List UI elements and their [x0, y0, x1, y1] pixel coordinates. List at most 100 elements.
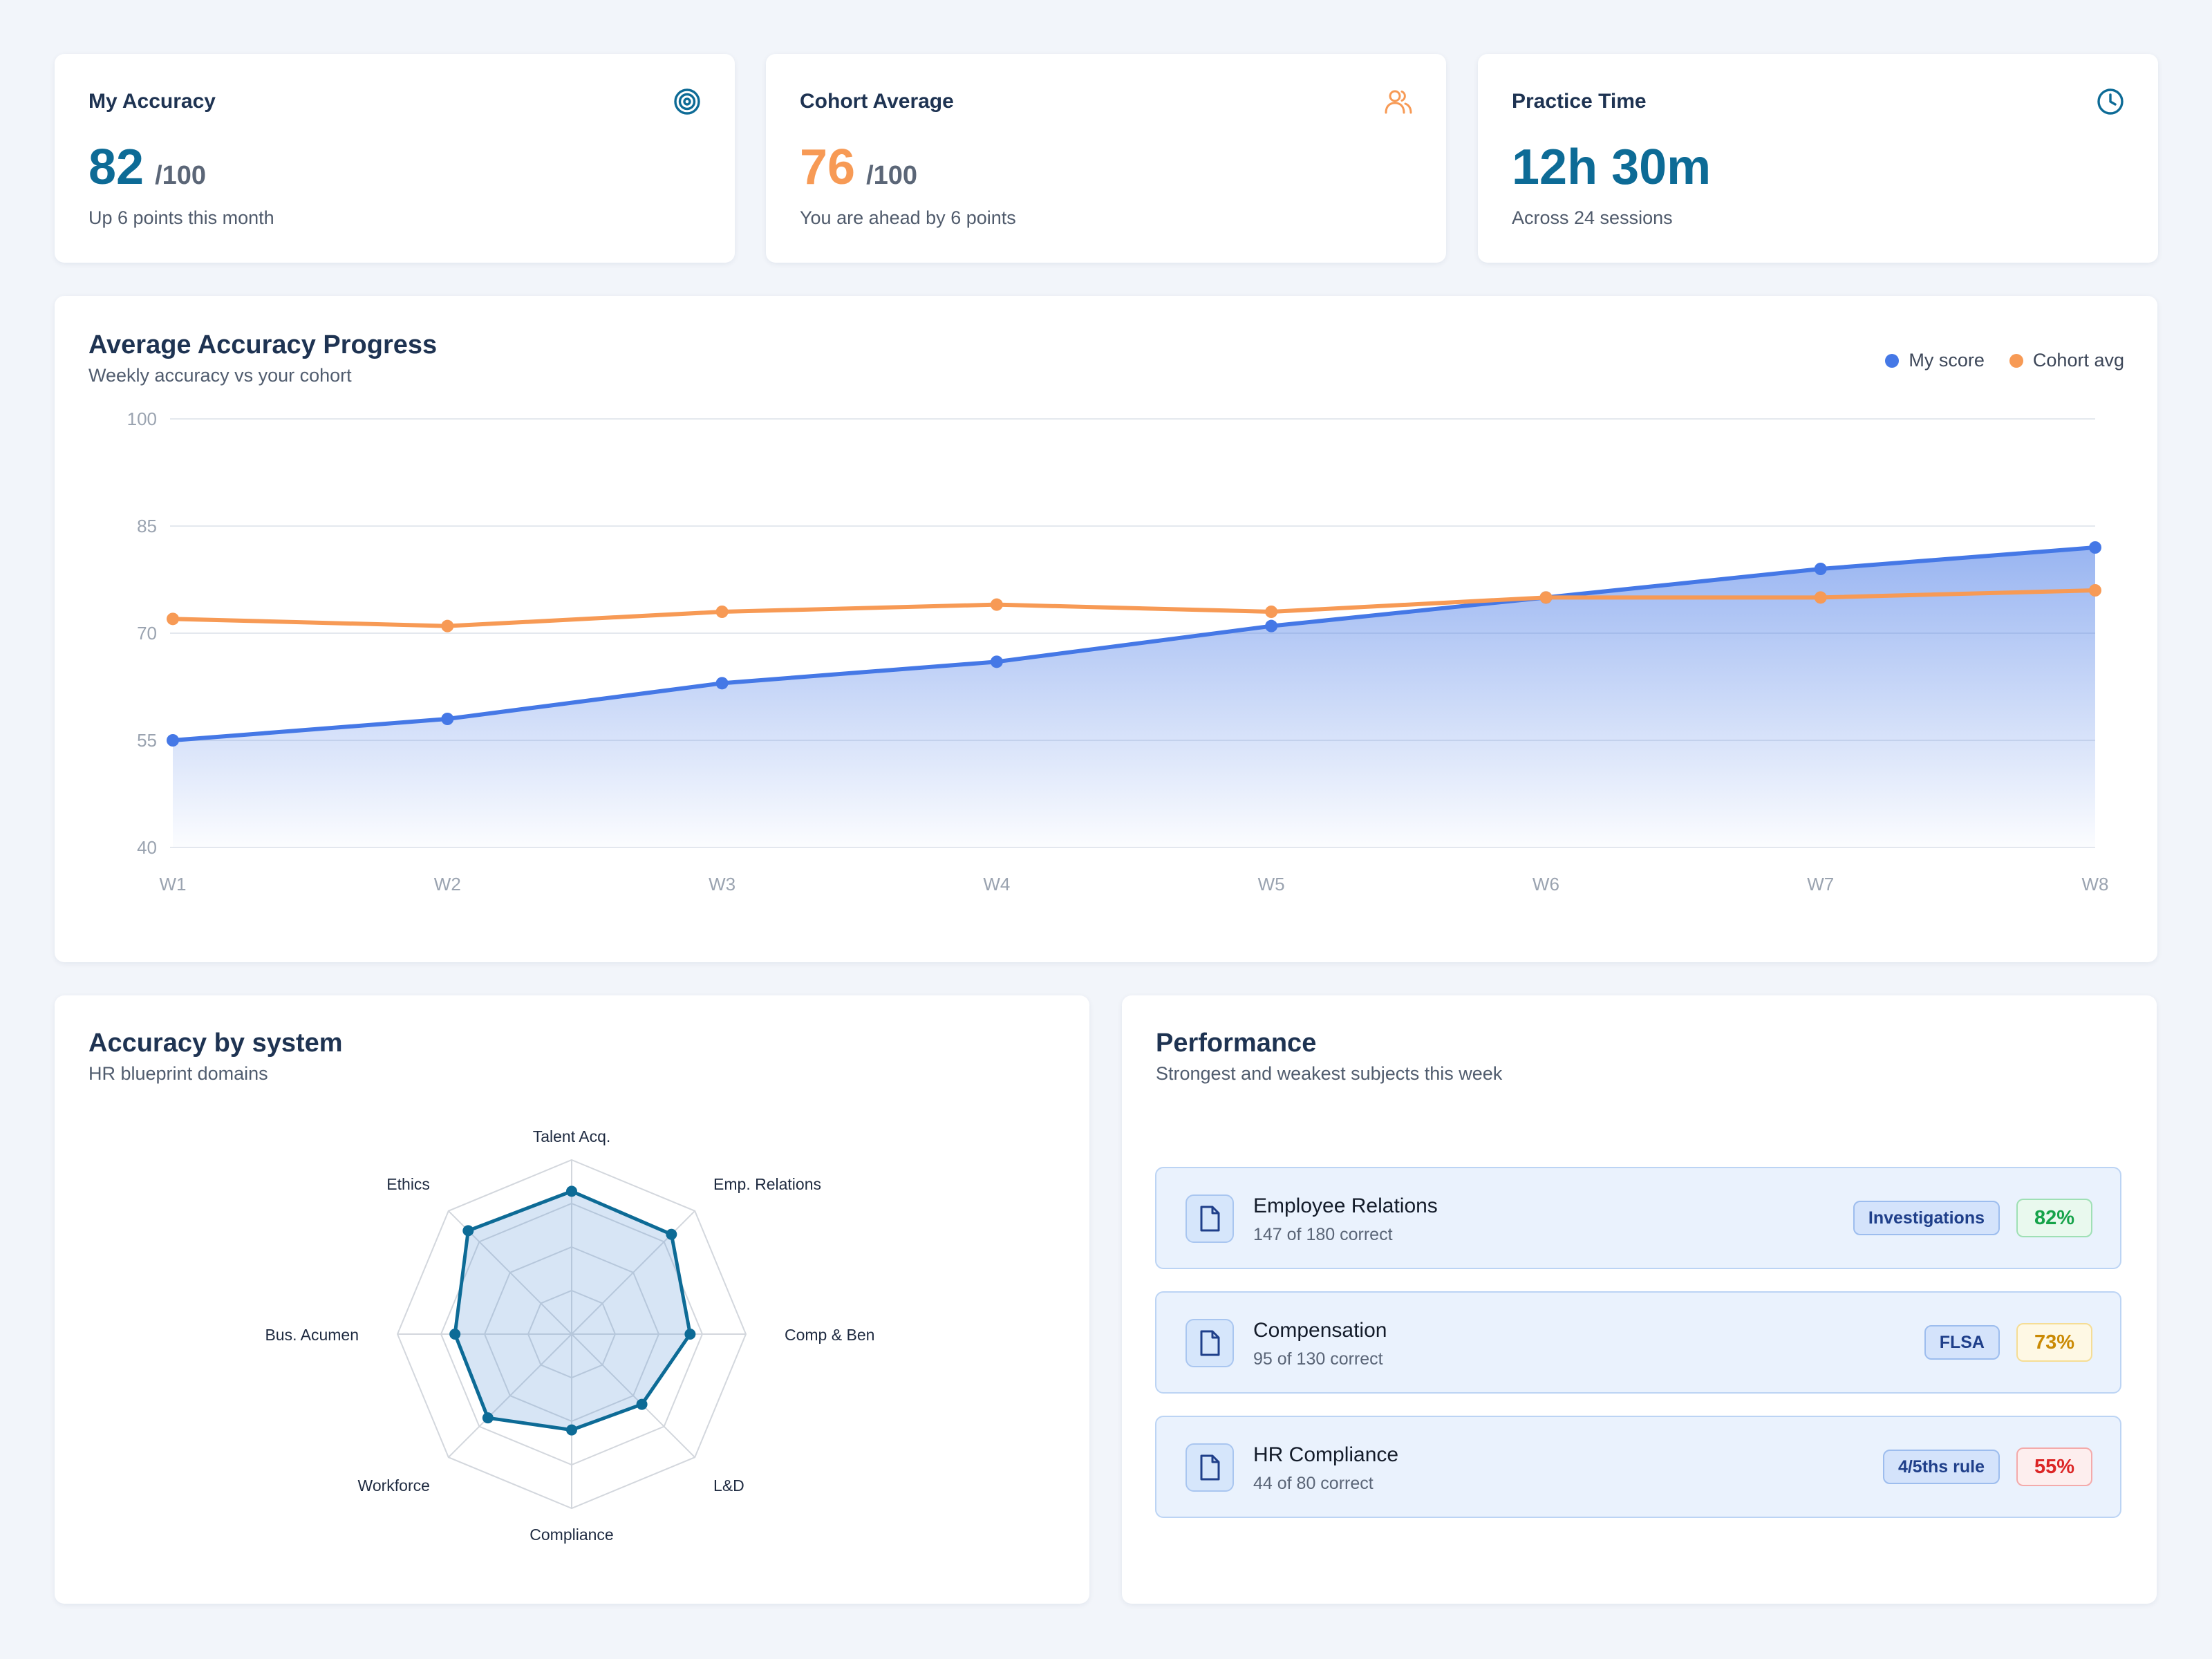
- x-tick-label: W8: [2082, 874, 2109, 894]
- radar-axis-label: Talent Acq.: [533, 1127, 611, 1145]
- accuracy-badge: 73%: [2016, 1323, 2092, 1362]
- section-title: Performance: [1156, 1029, 1317, 1058]
- stat-unit: /100: [155, 161, 207, 190]
- section-subtitle: HR blueprint domains: [88, 1063, 268, 1084]
- radar-axis-label: Compliance: [529, 1526, 613, 1544]
- data-point-cohort-avg: [1539, 591, 1553, 604]
- data-point-cohort-avg: [167, 612, 179, 626]
- x-tick-label: W6: [1533, 874, 1559, 894]
- radar-point: [636, 1398, 648, 1410]
- topic-tag: Investigations: [1853, 1201, 2000, 1235]
- stat-value: 12h 30m: [1512, 140, 1712, 195]
- section-subtitle: Weekly accuracy vs your cohort: [88, 365, 352, 386]
- subject-name: Compensation: [1253, 1319, 1387, 1342]
- document-icon: [1185, 1443, 1234, 1492]
- radar-axis-label: Ethics: [386, 1175, 430, 1193]
- data-point-my-score: [167, 734, 179, 747]
- radar-point: [566, 1185, 577, 1197]
- stat-title: Cohort Average: [800, 90, 954, 113]
- data-point-my-score: [1265, 619, 1278, 632]
- series-line-cohort-avg: [171, 588, 2097, 628]
- stat-subtext: You are ahead by 6 points: [800, 207, 1016, 228]
- radar-point: [666, 1228, 677, 1240]
- stat-card-my-accuracy: My Accuracy 82 /100 Up 6 points this mon…: [55, 54, 735, 263]
- radar-point: [449, 1329, 461, 1340]
- data-point-my-score: [715, 677, 729, 690]
- radar-point: [482, 1412, 494, 1424]
- stat-title: Practice Time: [1512, 90, 1647, 113]
- radar-point: [566, 1424, 577, 1436]
- topic-tag: 4/5ths rule: [1882, 1450, 2000, 1484]
- legend-dot-my-score: [1885, 353, 1900, 368]
- legend-item-cohort-avg: Cohort avg: [2009, 350, 2124, 371]
- clock-icon: [2096, 87, 2125, 116]
- subject-detail: 95 of 130 correct: [1253, 1349, 1383, 1369]
- legend-item-my-score: My score: [1885, 350, 1985, 371]
- legend-label: Cohort avg: [2032, 350, 2124, 371]
- subject-detail: 147 of 180 correct: [1253, 1225, 1393, 1244]
- accuracy-progress-card: Average Accuracy Progress Weekly accurac…: [55, 296, 2157, 962]
- data-point-cohort-avg: [990, 598, 1003, 611]
- data-point-my-score: [990, 655, 1003, 668]
- performance-row[interactable]: Employee Relations 147 of 180 correct In…: [1155, 1167, 2121, 1269]
- radar-point: [462, 1225, 474, 1237]
- data-point-my-score: [1814, 563, 1827, 575]
- stat-card-cohort-average: Cohort Average 76 /100 You are ahead by …: [766, 54, 1446, 263]
- document-icon: [1185, 1194, 1234, 1243]
- area-fill-my-score: [173, 547, 2095, 847]
- accuracy-line-chart: 40 55 70 85 100 W1 W2 W3 W4 W5 W6 W7 W8: [127, 409, 2109, 894]
- data-point-my-score: [441, 713, 454, 725]
- y-tick-label: 100: [127, 409, 157, 429]
- y-tick-label: 85: [137, 516, 157, 536]
- stat-title: My Accuracy: [88, 90, 216, 113]
- radar-spoke: [448, 1333, 572, 1458]
- legend-dot-cohort-avg: [2009, 353, 2023, 368]
- radar-axis-label: Emp. Relations: [713, 1175, 821, 1193]
- document-icon: [1185, 1319, 1234, 1367]
- data-point-cohort-avg: [441, 619, 454, 632]
- radar-axis-label: Comp & Ben: [785, 1326, 874, 1344]
- stat-value: 82: [88, 140, 144, 195]
- radar-axis-label: L&D: [713, 1477, 744, 1494]
- stat-value: 76: [800, 140, 856, 195]
- data-point-cohort-avg: [715, 606, 729, 618]
- x-tick-label: W7: [1807, 874, 1834, 894]
- data-point-my-score: [2089, 541, 2101, 554]
- y-tick-label: 55: [137, 730, 157, 751]
- stat-subtext: Across 24 sessions: [1512, 207, 1673, 228]
- radar-point: [684, 1329, 696, 1340]
- x-tick-label: W2: [434, 874, 461, 894]
- series-line-my-score: [171, 545, 2097, 742]
- section-title: Accuracy by system: [88, 1029, 343, 1058]
- data-point-cohort-avg: [1265, 606, 1278, 618]
- y-tick-label: 70: [137, 623, 157, 644]
- stat-card-practice-time: Practice Time 12h 30m Across 24 sessions: [1478, 54, 2158, 263]
- x-tick-label: W4: [983, 874, 1010, 894]
- data-point-cohort-avg: [2089, 584, 2101, 597]
- accuracy-badge: 82%: [2016, 1199, 2092, 1237]
- target-icon: [673, 87, 702, 116]
- performance-row[interactable]: Compensation 95 of 130 correct FLSA 73%: [1155, 1291, 2121, 1394]
- subject-detail: 44 of 80 correct: [1253, 1474, 1374, 1493]
- x-tick-label: W5: [1258, 874, 1285, 894]
- subject-name: Employee Relations: [1253, 1194, 1438, 1217]
- section-title: Average Accuracy Progress: [88, 330, 438, 359]
- subject-name: HR Compliance: [1253, 1443, 1399, 1466]
- stat-unit: /100: [866, 161, 918, 190]
- x-tick-label: W3: [709, 874, 735, 894]
- accuracy-badge: 55%: [2016, 1447, 2092, 1486]
- radar-value-area: [453, 1189, 692, 1432]
- accuracy-by-system-card: Accuracy by system HR blueprint domains …: [55, 995, 1089, 1604]
- section-subtitle: Strongest and weakest subjects this week: [1156, 1063, 1503, 1084]
- y-tick-label: 40: [137, 837, 157, 858]
- stat-subtext: Up 6 points this month: [88, 207, 274, 228]
- legend-label: My score: [1909, 350, 1985, 371]
- users-icon: [1384, 87, 1413, 116]
- topic-tag: FLSA: [1924, 1325, 2000, 1360]
- radar-chart: Talent Acq. Emp. Relations Comp & Ben L&D Co…: [265, 1127, 874, 1544]
- data-point-cohort-avg: [1814, 591, 1827, 604]
- radar-axis-label: Bus. Acumen: [265, 1326, 359, 1344]
- x-tick-label: W1: [160, 874, 187, 894]
- performance-row[interactable]: HR Compliance 44 of 80 correct 4/5ths ru…: [1155, 1416, 2121, 1518]
- radar-axis-label: Workforce: [358, 1477, 430, 1494]
